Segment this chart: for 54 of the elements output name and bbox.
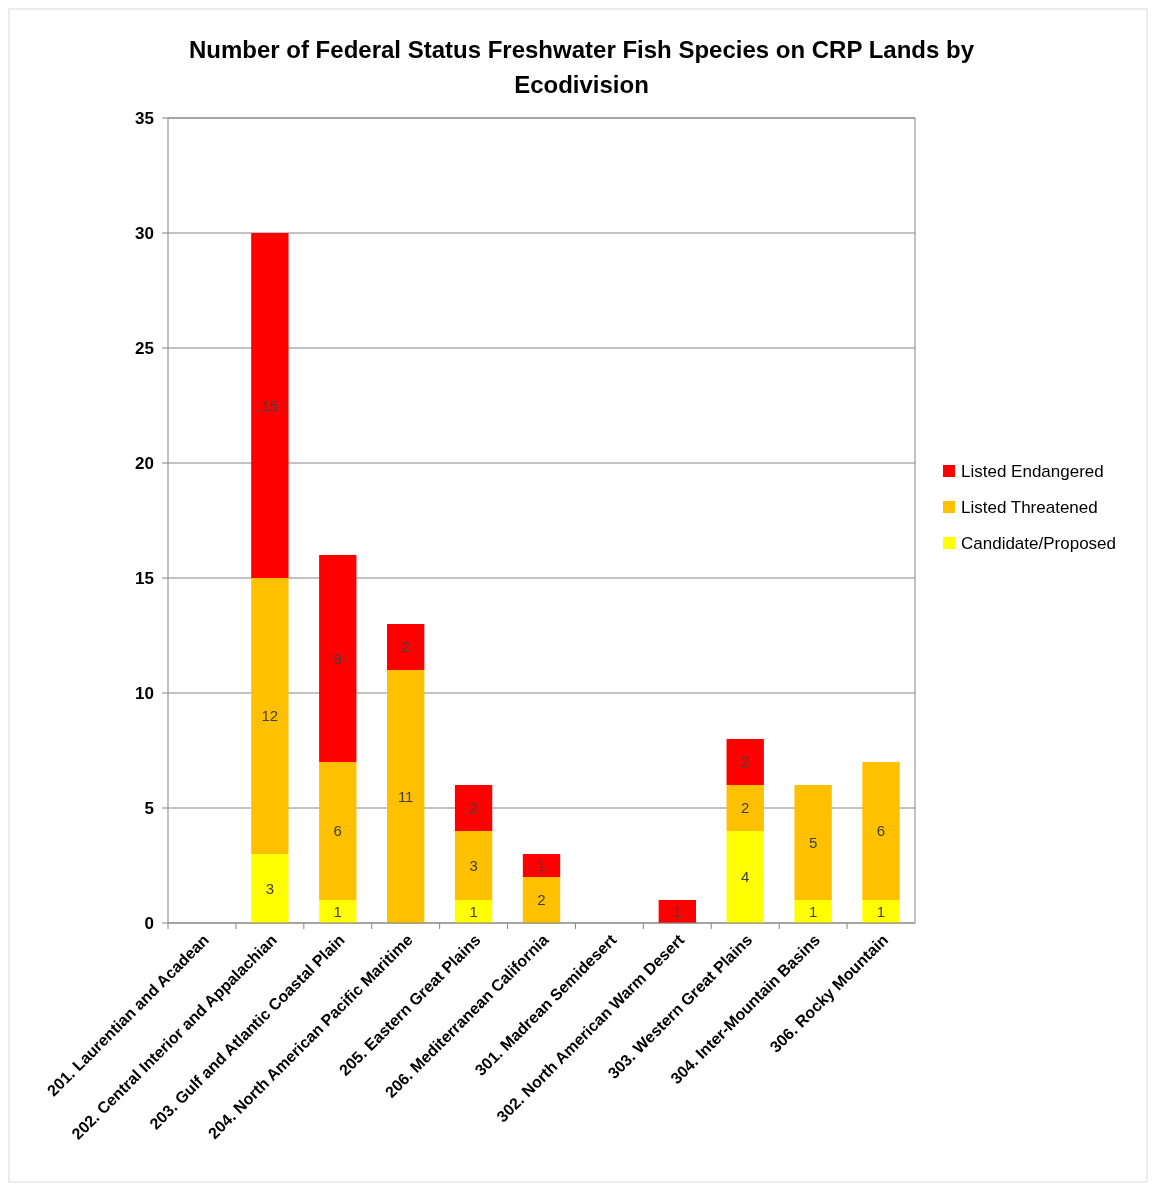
bar <box>251 854 289 923</box>
bar <box>319 900 357 923</box>
data-label: 2 <box>469 799 478 817</box>
data-label: 15 <box>261 396 279 414</box>
bar <box>522 877 561 923</box>
data-label: 2 <box>741 799 750 817</box>
data-label: 2 <box>537 891 546 909</box>
data-label: 1 <box>808 902 818 920</box>
bar <box>454 785 493 831</box>
bar <box>794 785 832 900</box>
data-label: 9 <box>333 649 342 667</box>
bar <box>251 233 289 578</box>
bar <box>726 785 764 831</box>
legend-label: Listed Threatened <box>961 497 1098 517</box>
bar <box>387 670 425 923</box>
bar <box>522 854 561 877</box>
data-label: 1 <box>876 902 886 920</box>
bar <box>319 762 357 900</box>
data-label: 1 <box>333 902 342 920</box>
data-label: 2 <box>741 753 750 771</box>
data-label: 1 <box>537 856 546 874</box>
bar <box>319 555 357 762</box>
data-label: 12 <box>261 707 279 725</box>
bar <box>454 831 493 900</box>
bar <box>387 624 425 670</box>
data-label: 6 <box>333 822 342 840</box>
data-label: 3 <box>265 879 275 897</box>
data-label: 3 <box>469 856 478 874</box>
chart-title: Number of Federal Status Freshwater Fish Species on CRP Lands by Ecodivision <box>188 36 975 98</box>
legend-label: Candidate/Proposed <box>961 533 1117 553</box>
legend-label: Listed Endangered <box>961 461 1104 481</box>
data-label: 2 <box>401 638 410 656</box>
y-tick-label: 30 <box>135 223 154 243</box>
bar <box>862 762 900 900</box>
bar <box>251 578 289 854</box>
bar <box>794 900 832 923</box>
bar <box>862 900 900 923</box>
y-tick-label: 35 <box>135 108 154 128</box>
y-tick-label: 5 <box>144 798 154 818</box>
y-tick-label: 10 <box>135 683 154 703</box>
data-label: 1 <box>673 902 682 920</box>
data-label: 1 <box>469 902 478 920</box>
y-tick-label: 15 <box>135 568 154 588</box>
data-label: 11 <box>397 787 414 805</box>
bar <box>726 831 764 923</box>
bar <box>726 739 764 785</box>
bar <box>454 900 493 923</box>
y-tick-label: 0 <box>144 913 154 933</box>
data-label: 6 <box>876 822 886 840</box>
y-tick-label: 20 <box>135 453 154 473</box>
data-label: 5 <box>808 833 818 851</box>
data-label: 4 <box>741 868 750 886</box>
bar <box>658 900 696 923</box>
y-tick-label: 25 <box>135 338 154 358</box>
